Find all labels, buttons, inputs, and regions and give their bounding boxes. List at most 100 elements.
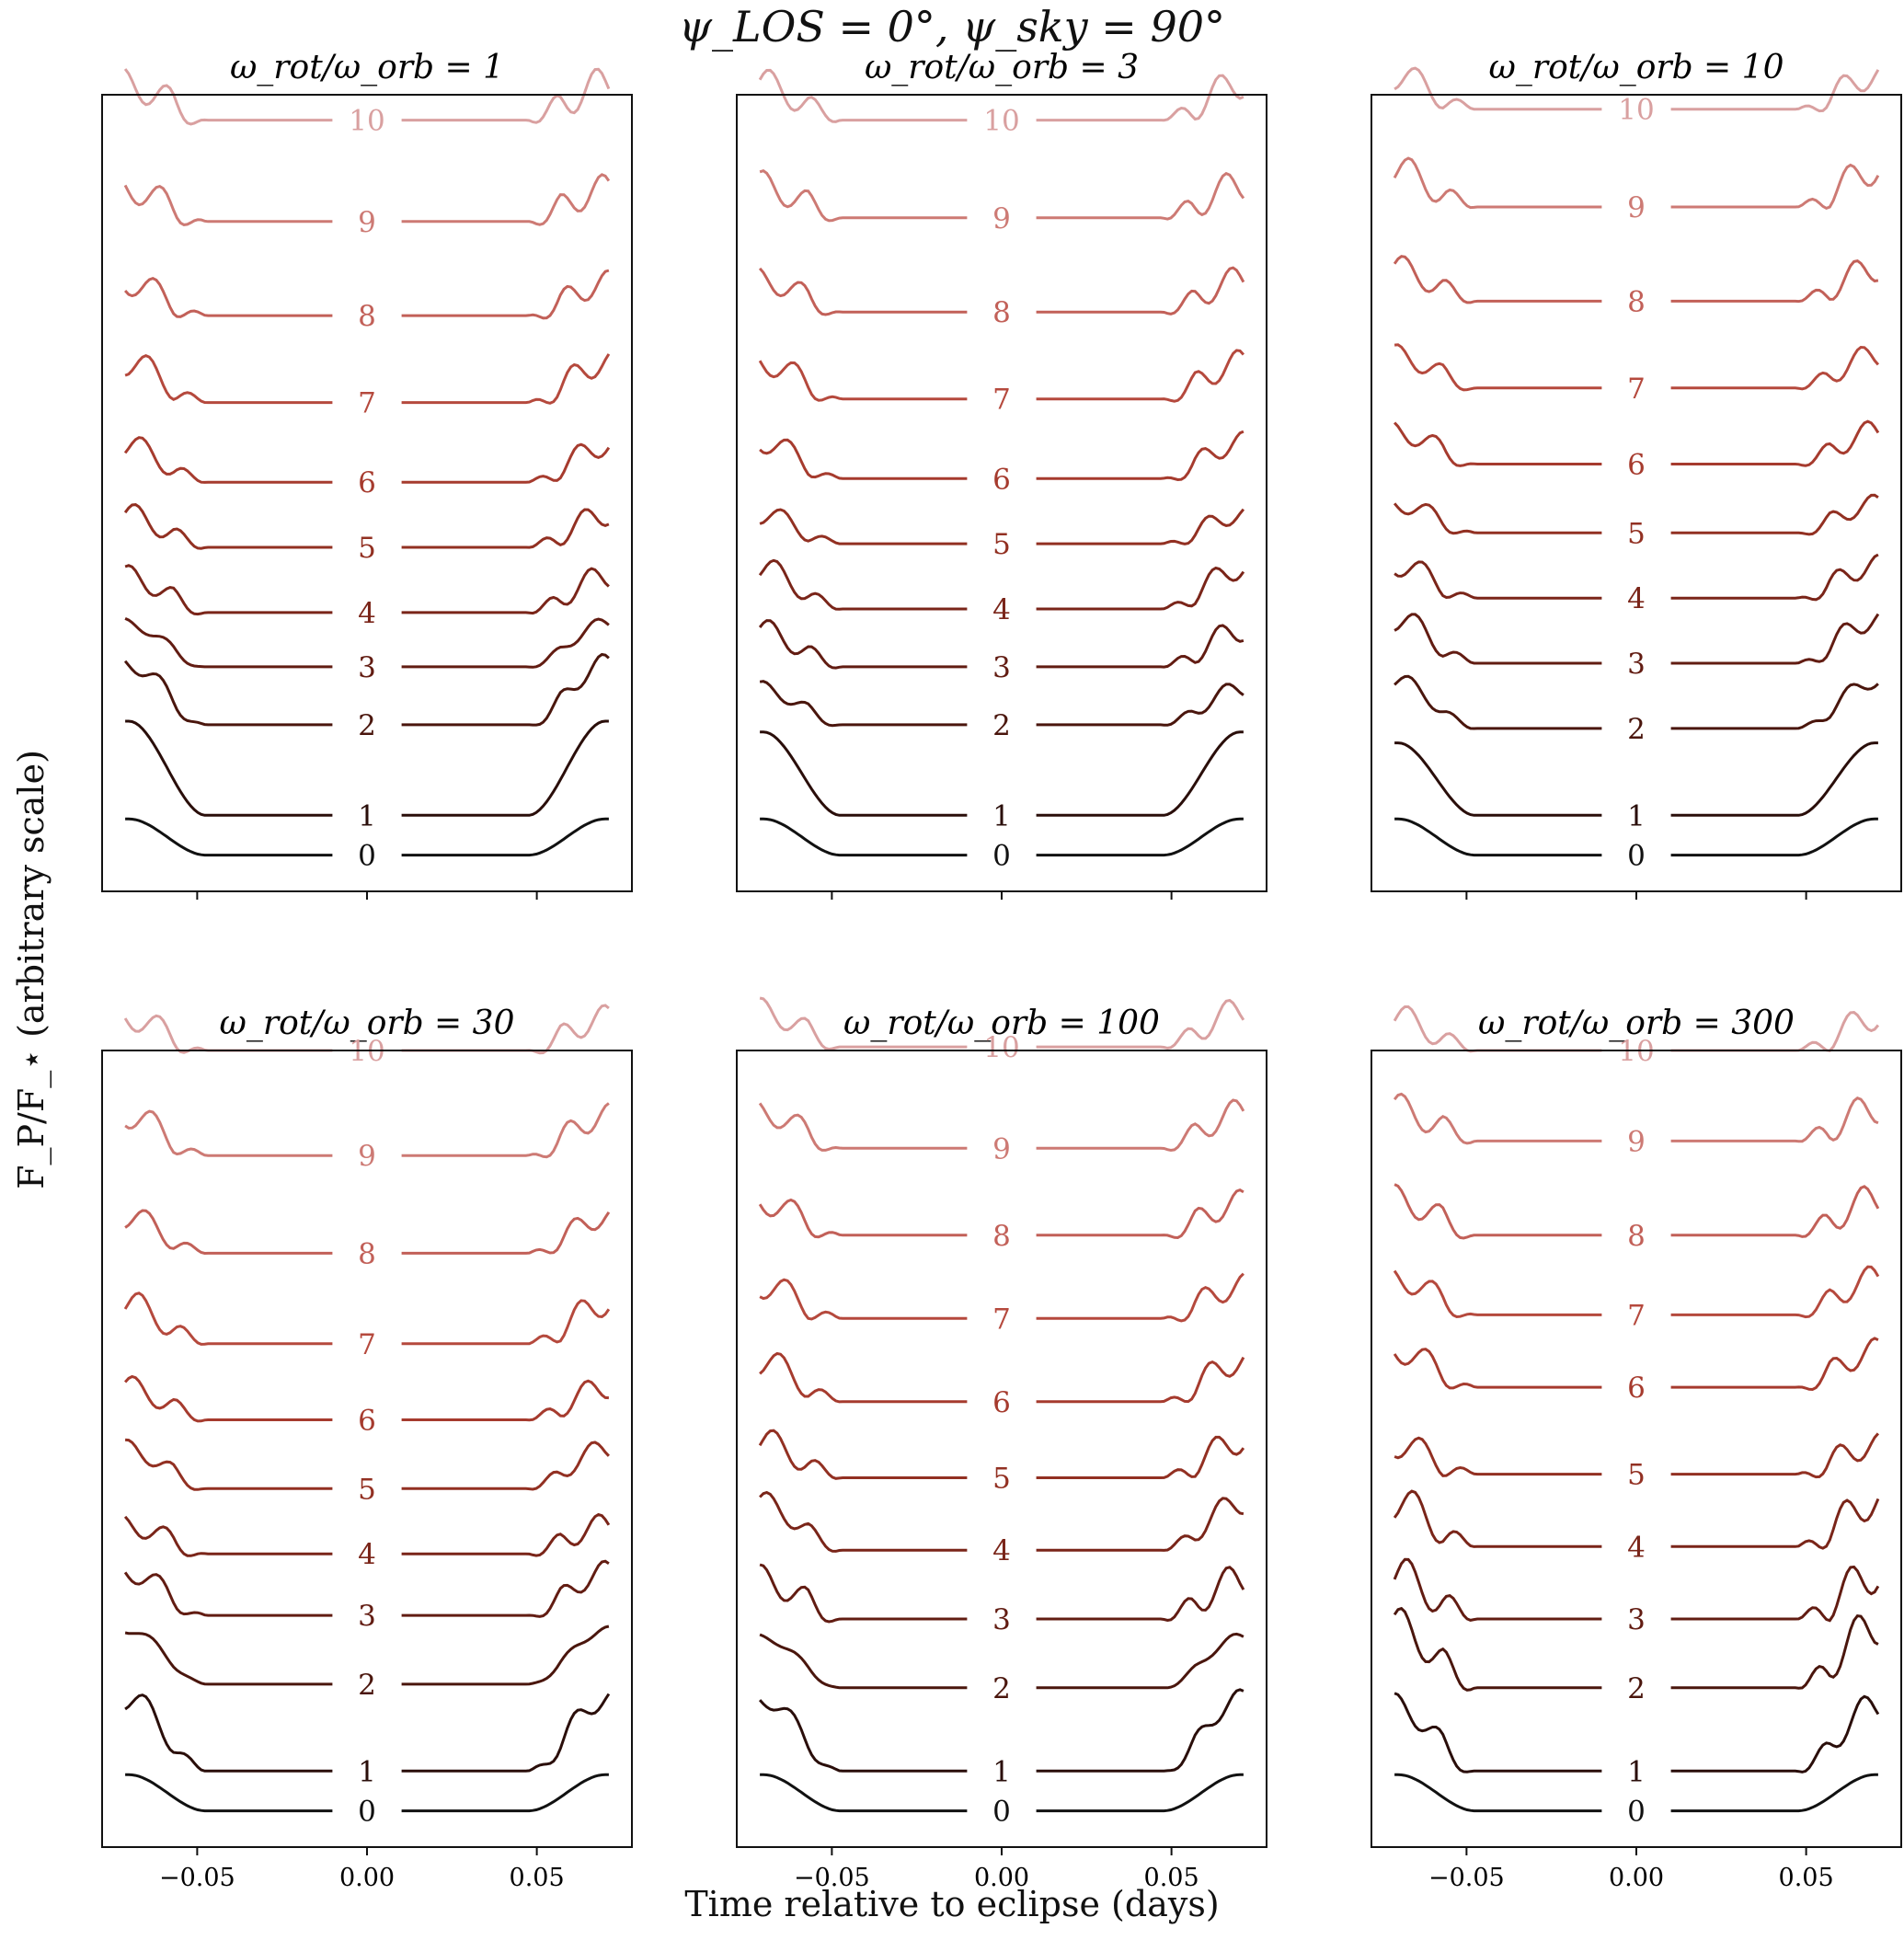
x-tick-label: 0.05 [1779, 1864, 1834, 1892]
curve-9-right [401, 1102, 610, 1159]
curve-label-2: 2 [992, 1672, 1011, 1705]
curve-8-left [1394, 1183, 1602, 1240]
curve-0-left [760, 817, 968, 857]
curve-4-left [758, 558, 968, 611]
curve-0-right [1670, 1773, 1878, 1813]
curve-1-right [1036, 730, 1244, 817]
x-tick-label: −0.05 [794, 1864, 870, 1892]
curve-2-right [1036, 683, 1244, 727]
curve-label-5: 5 [358, 1473, 376, 1506]
curve-10-right [1036, 74, 1244, 122]
curve-label-10: 10 [983, 105, 1019, 138]
curve-label-2: 2 [358, 709, 376, 742]
curve-label-4: 4 [1627, 1531, 1646, 1564]
curve-label-2: 2 [992, 709, 1011, 742]
curve-label-9: 9 [358, 206, 376, 239]
curve-label-10: 10 [983, 1031, 1019, 1064]
curve-2-right [401, 1624, 610, 1686]
x-tick-label: −0.05 [1428, 1864, 1505, 1892]
curve-label-6: 6 [1627, 1372, 1646, 1405]
curve-4-left [1393, 1489, 1602, 1548]
curve-10-left [758, 68, 968, 123]
curve-4-left [124, 564, 333, 616]
curve-9-left [759, 169, 968, 223]
curve-5-right [1036, 508, 1245, 545]
curve-8-right [1670, 1185, 1880, 1238]
curve-7-right [1036, 1272, 1244, 1323]
curve-label-0: 0 [992, 1796, 1011, 1829]
curve-label-0: 0 [992, 840, 1011, 873]
curve-6-right [1036, 1356, 1245, 1404]
curve-6-left [759, 1351, 968, 1404]
curve-4-right [401, 567, 610, 615]
curve-label-8: 8 [358, 300, 376, 333]
curve-8-right [1036, 266, 1245, 316]
curve-4-right [1036, 566, 1245, 611]
curve-label-10: 10 [1618, 94, 1654, 127]
curve-label-3: 3 [992, 1603, 1011, 1636]
curve-7-right [401, 353, 611, 405]
curve-1-left [124, 1693, 333, 1773]
curve-9-right [1036, 1098, 1245, 1153]
figure-suptitle: ψ_LOS = 0°, ψ_sky = 90° [678, 2, 1225, 52]
curve-2-left [759, 680, 968, 728]
curve-9-right [401, 173, 611, 226]
curve-7-right [401, 1299, 611, 1346]
curve-0-right [1036, 1773, 1244, 1813]
curve-label-8: 8 [1627, 285, 1646, 318]
curve-label-3: 3 [1627, 1603, 1646, 1636]
panel-title: ω_rot/ω_orb = 1 [230, 49, 504, 86]
curve-3-right [1036, 1566, 1245, 1623]
x-axis-label: Time relative to eclipse (days) [684, 1884, 1220, 1924]
curve-label-9: 9 [992, 1132, 1011, 1165]
curve-9-left [124, 1109, 333, 1157]
curve-9-left [123, 184, 333, 226]
curve-label-4: 4 [992, 593, 1011, 626]
curve-8-right [1036, 1188, 1244, 1240]
curve-6-left [759, 438, 968, 480]
curve-4-right [1670, 553, 1879, 602]
curve-4-left [1394, 560, 1602, 600]
panel-title: ω_rot/ω_orb = 30 [220, 1004, 515, 1042]
curve-2-left [124, 1631, 333, 1686]
curve-0-left [1394, 1773, 1602, 1813]
curve-label-1: 1 [358, 799, 376, 832]
curve-2-right [1670, 683, 1879, 730]
curve-10-left [759, 996, 968, 1051]
panel-3: ω_rot/ω_orb = 10 0 1 2 3 4 5 6 7 8 9 10 [1371, 49, 1902, 900]
curve-2-left [1394, 674, 1602, 730]
curve-7-left [124, 353, 333, 405]
curve-label-2: 2 [1627, 1672, 1646, 1705]
curve-9-left [758, 1102, 968, 1152]
curve-10-right [1670, 69, 1880, 113]
curve-6-right [1036, 430, 1244, 482]
curve-7-left [1393, 1269, 1602, 1319]
curve-6-left [1393, 1348, 1602, 1390]
curve-label-6: 6 [358, 466, 376, 499]
curve-label-4: 4 [1627, 582, 1646, 615]
curve-label-4: 4 [358, 1538, 376, 1571]
curve-6-left [1393, 421, 1602, 467]
curve-1-left [1394, 741, 1602, 817]
curve-10-left [123, 68, 333, 126]
curve-2-right [401, 652, 610, 727]
curve-1-right [1670, 1694, 1880, 1774]
curve-5-right [401, 508, 610, 549]
curve-7-right [1670, 345, 1880, 391]
x-tick-label: 0.00 [339, 1864, 395, 1892]
curve-9-left [1393, 1092, 1602, 1145]
curve-0-right [1670, 817, 1878, 857]
curve-8-right [401, 1211, 611, 1255]
curve-6-right [1670, 419, 1880, 467]
curve-0-right [1036, 817, 1244, 857]
curve-5-left [124, 1438, 333, 1491]
curve-8-left [1393, 255, 1602, 304]
curve-7-right [1670, 1265, 1880, 1319]
curve-6-right [401, 442, 611, 484]
curve-3-left [759, 1563, 968, 1624]
curve-label-2: 2 [358, 1669, 376, 1702]
curve-8-left [124, 1209, 333, 1256]
curve-4-right [401, 1512, 611, 1557]
